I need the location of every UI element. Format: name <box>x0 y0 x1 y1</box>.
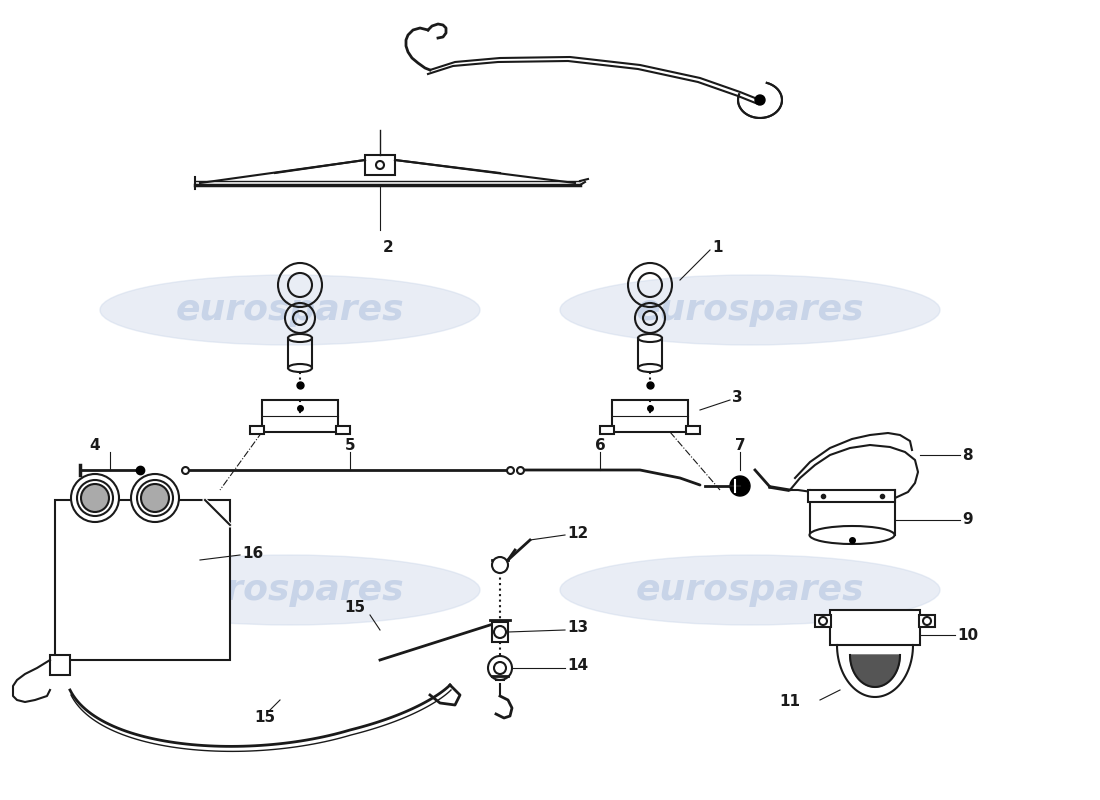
Text: 12: 12 <box>566 526 588 541</box>
Text: 15: 15 <box>344 601 365 615</box>
Circle shape <box>492 557 508 573</box>
Polygon shape <box>790 445 918 500</box>
Text: 13: 13 <box>566 621 588 635</box>
Circle shape <box>81 484 109 512</box>
Text: 2: 2 <box>383 241 394 255</box>
Circle shape <box>72 474 119 522</box>
Circle shape <box>131 474 179 522</box>
Polygon shape <box>738 83 782 118</box>
Ellipse shape <box>100 275 480 345</box>
Bar <box>830 610 920 645</box>
Text: eurospares: eurospares <box>176 293 405 327</box>
Text: 5: 5 <box>344 438 355 453</box>
Ellipse shape <box>638 364 662 372</box>
Ellipse shape <box>100 555 480 625</box>
Text: 1: 1 <box>712 241 723 255</box>
Bar <box>612 400 688 432</box>
Text: 4: 4 <box>90 438 100 453</box>
Text: eurospares: eurospares <box>176 573 405 607</box>
Circle shape <box>820 617 827 625</box>
Polygon shape <box>850 655 900 687</box>
Bar <box>918 615 935 627</box>
Bar <box>492 622 508 642</box>
Circle shape <box>494 626 506 638</box>
Circle shape <box>923 617 931 625</box>
Text: 10: 10 <box>957 627 978 642</box>
Text: 14: 14 <box>566 658 588 674</box>
Bar <box>336 426 350 434</box>
Bar <box>808 490 895 502</box>
Circle shape <box>138 480 173 516</box>
Text: 11: 11 <box>779 694 800 710</box>
Circle shape <box>77 480 113 516</box>
Bar <box>600 426 614 434</box>
Text: 9: 9 <box>962 513 972 527</box>
Circle shape <box>755 95 764 105</box>
Text: eurospares: eurospares <box>636 573 865 607</box>
Circle shape <box>141 484 169 512</box>
Circle shape <box>730 476 750 496</box>
Text: 8: 8 <box>962 447 972 462</box>
Bar <box>262 400 338 432</box>
Ellipse shape <box>638 334 662 342</box>
Circle shape <box>494 662 506 674</box>
Polygon shape <box>837 645 913 697</box>
Bar <box>686 426 700 434</box>
Polygon shape <box>13 660 50 702</box>
Text: 16: 16 <box>242 546 263 561</box>
Text: 15: 15 <box>254 710 276 726</box>
Text: 7: 7 <box>735 438 746 453</box>
Text: 3: 3 <box>732 390 742 406</box>
Text: 6: 6 <box>595 438 605 453</box>
Ellipse shape <box>810 526 894 544</box>
Bar <box>815 615 830 627</box>
Bar <box>55 500 230 660</box>
Ellipse shape <box>288 364 312 372</box>
Circle shape <box>488 656 512 680</box>
Bar <box>365 155 395 175</box>
Bar <box>250 426 264 434</box>
Bar <box>50 655 70 675</box>
Text: eurospares: eurospares <box>636 293 865 327</box>
Ellipse shape <box>560 555 940 625</box>
Ellipse shape <box>288 334 312 342</box>
Ellipse shape <box>560 275 940 345</box>
